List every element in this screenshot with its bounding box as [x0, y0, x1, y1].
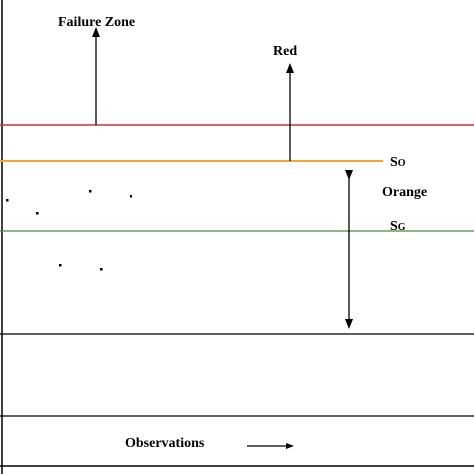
observation-point — [36, 212, 39, 215]
observation-point — [100, 268, 103, 271]
s-g-main: S — [390, 219, 398, 234]
observation-point — [89, 190, 92, 193]
s-o-label: SO — [390, 155, 406, 170]
s-g-subscript: G — [398, 222, 406, 233]
observation-points — [6, 190, 132, 271]
observation-point — [59, 264, 62, 267]
observation-point — [130, 195, 132, 198]
observation-point — [6, 199, 9, 202]
observations-label: Observations — [125, 436, 205, 451]
s-o-subscript: O — [398, 158, 406, 169]
s-g-label: SG — [390, 219, 406, 234]
orange-zone-label: Orange — [382, 185, 427, 200]
red-zone-label: Red — [273, 44, 297, 59]
s-o-main: S — [390, 155, 398, 170]
failure-zone-label: Failure Zone — [58, 15, 135, 30]
